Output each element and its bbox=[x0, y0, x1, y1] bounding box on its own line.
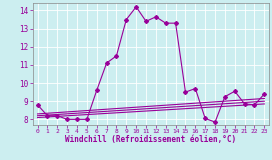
X-axis label: Windchill (Refroidissement éolien,°C): Windchill (Refroidissement éolien,°C) bbox=[65, 135, 237, 144]
